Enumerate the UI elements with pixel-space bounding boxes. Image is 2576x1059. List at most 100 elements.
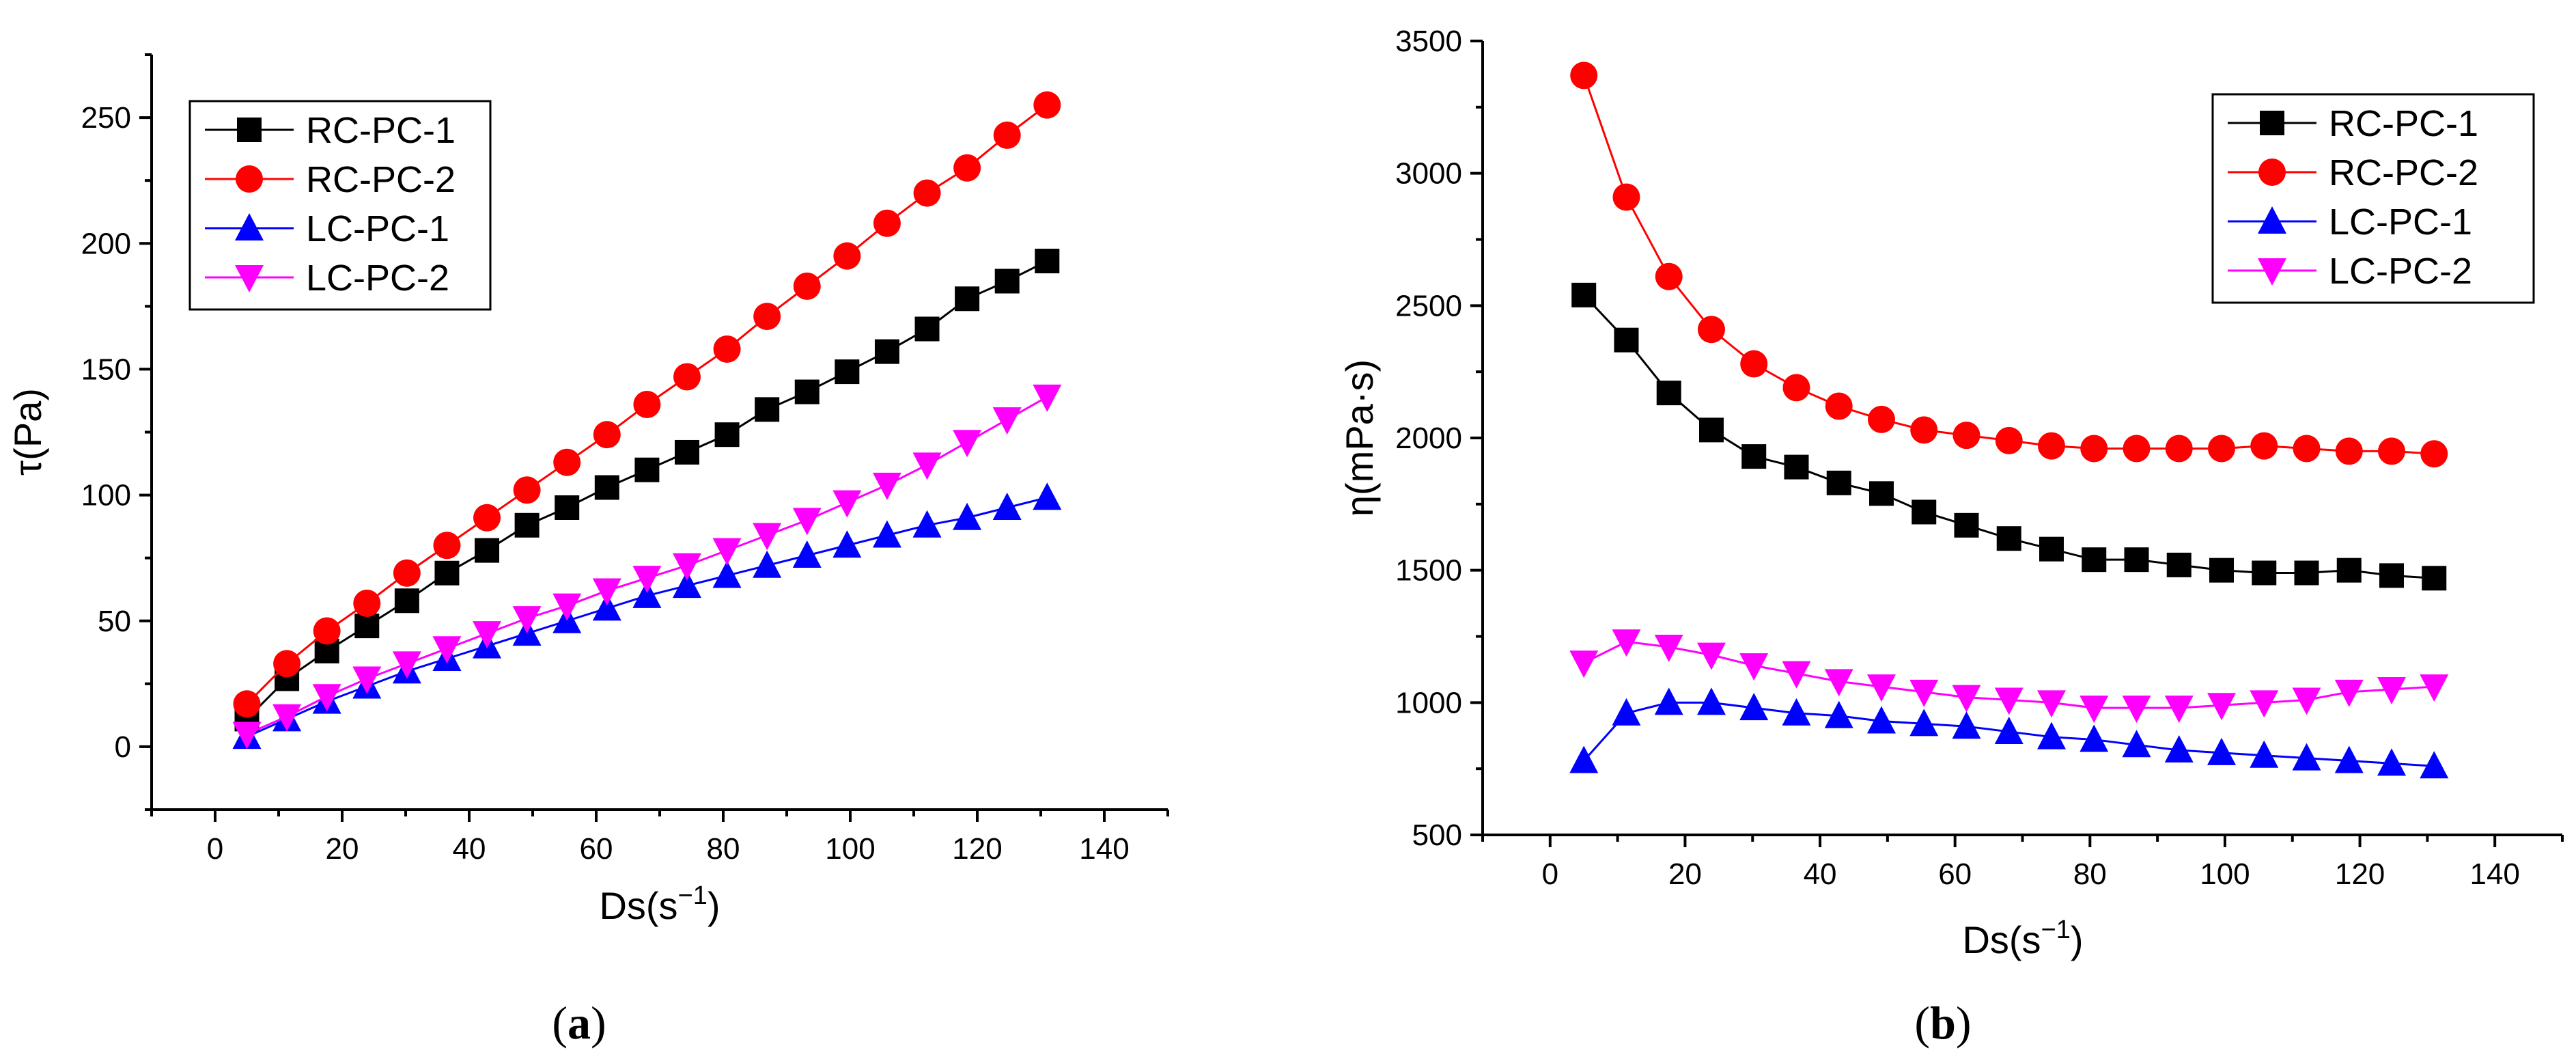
data-point — [673, 363, 701, 391]
data-point — [753, 550, 782, 578]
data-point — [672, 570, 701, 599]
data-point — [1033, 91, 1061, 119]
legend-marker — [2260, 111, 2284, 135]
data-point — [1569, 745, 1599, 773]
data-point — [674, 439, 699, 465]
data-point — [1654, 634, 1683, 662]
data-point — [835, 359, 860, 385]
data-point — [912, 510, 942, 538]
data-point — [2207, 737, 2236, 765]
data-point — [913, 179, 941, 207]
x-tick-label: 120 — [2335, 857, 2385, 891]
data-point — [2250, 690, 2279, 718]
data-point — [354, 614, 380, 639]
data-point — [594, 475, 619, 500]
x-tick-label: 40 — [453, 832, 486, 866]
x-tick-label: 120 — [952, 832, 1002, 866]
data-point — [2294, 560, 2319, 586]
y-tick-label: 2000 — [1395, 422, 1462, 455]
data-point — [1868, 481, 1894, 506]
data-point — [872, 520, 901, 548]
data-point — [2378, 437, 2406, 465]
data-point — [1994, 716, 2024, 744]
data-point — [753, 523, 782, 551]
legend-label: RC-PC-2 — [306, 159, 456, 200]
data-point — [713, 335, 741, 363]
data-point — [1698, 417, 1724, 443]
data-point — [2420, 674, 2449, 702]
caption-letter: b — [1930, 997, 1956, 1049]
data-point — [2334, 745, 2364, 773]
data-point — [1739, 693, 1769, 721]
data-point — [2124, 547, 2149, 573]
data-point — [432, 636, 462, 664]
data-point — [712, 538, 742, 566]
data-point — [433, 532, 461, 560]
data-point — [953, 502, 982, 530]
data-point — [953, 430, 982, 458]
data-point — [832, 530, 862, 558]
x-axis-title-end: ) — [708, 884, 720, 927]
data-point — [1570, 61, 1598, 90]
y-tick-label: 100 — [81, 479, 131, 512]
y-axis-title: τ(Pa) — [6, 388, 49, 476]
chart-a: 0 50 100 150 200 250 0 20 40 60 80 100 120 140 RC-PC-1… — [6, 53, 1169, 1049]
data-point — [2379, 563, 2405, 588]
data-point — [552, 593, 582, 621]
data-point — [2293, 435, 2321, 463]
data-point — [512, 606, 542, 634]
panel-caption: (a) — [552, 997, 606, 1049]
data-point — [272, 704, 302, 732]
data-point — [793, 272, 821, 300]
data-point — [1866, 706, 1896, 734]
legend: RC-PC-1 RC-PC-2 LC-PC-1 LC-PC-2 — [2211, 93, 2535, 304]
data-point — [2080, 696, 2109, 724]
x-tick-label: 100 — [825, 832, 875, 866]
data-point — [513, 476, 541, 504]
data-point — [833, 242, 861, 270]
data-point — [1909, 679, 1939, 707]
legend-marker — [2258, 258, 2286, 286]
data-point — [2037, 432, 2065, 460]
data-point — [1826, 470, 1851, 495]
data-point — [2336, 558, 2362, 583]
data-point — [2334, 679, 2364, 707]
data-point — [2207, 693, 2236, 721]
data-point — [2292, 743, 2321, 771]
data-point — [873, 209, 901, 237]
data-point — [1612, 698, 1641, 726]
y-tick-label: 3500 — [1395, 25, 1462, 58]
legend-label: LC-PC-2 — [306, 258, 449, 299]
data-point — [2122, 696, 2151, 724]
y-axis-title: η(mPa·s) — [1338, 359, 1381, 517]
series-rc-pc-2 — [233, 91, 1061, 718]
data-point — [794, 379, 820, 404]
data-point — [1782, 698, 1811, 726]
data-point — [2420, 440, 2448, 468]
data-point — [992, 493, 1022, 520]
data-point — [2422, 566, 2447, 591]
data-point — [993, 121, 1021, 149]
data-point — [1782, 661, 1811, 689]
data-point — [313, 617, 341, 645]
data-point — [2420, 751, 2449, 779]
data-point — [1741, 444, 1767, 469]
data-point — [955, 286, 980, 312]
data-point — [1033, 384, 1062, 412]
data-point — [593, 421, 621, 449]
data-point — [2250, 740, 2279, 768]
data-point — [2377, 676, 2407, 704]
legend: RC-PC-1 RC-PC-2 LC-PC-1 LC-PC-2 — [188, 100, 492, 311]
x-tick-label: 80 — [2073, 857, 2107, 891]
caption-open: ( — [1914, 997, 1930, 1049]
data-point — [912, 452, 942, 480]
data-point — [1696, 687, 1726, 715]
data-point — [473, 504, 501, 532]
y-tick-label: 250 — [81, 101, 131, 135]
data-point — [1033, 482, 1062, 510]
data-point — [2207, 435, 2235, 463]
x-tick-label: 140 — [1079, 832, 1129, 866]
x-tick-label: 20 — [1668, 857, 1702, 891]
data-point — [1655, 262, 1683, 290]
